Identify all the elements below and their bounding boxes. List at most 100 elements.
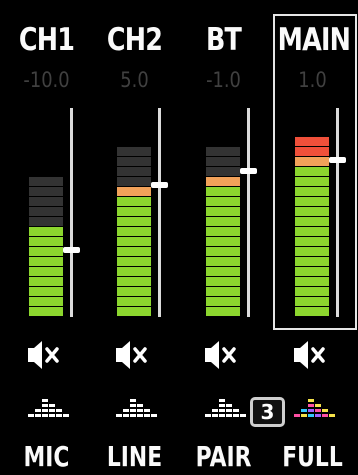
meter-segment bbox=[206, 257, 240, 266]
meter-segment bbox=[206, 187, 240, 196]
meter-segment bbox=[295, 157, 329, 166]
channel-level: 1.0 bbox=[298, 68, 327, 92]
meter-segment bbox=[295, 287, 329, 296]
meter-segment bbox=[117, 207, 151, 216]
meter-segment bbox=[117, 307, 151, 316]
meter-segment bbox=[206, 307, 240, 316]
main-selection-frame bbox=[273, 14, 357, 330]
meter-segment bbox=[295, 217, 329, 226]
mute-icon[interactable] bbox=[181, 333, 266, 377]
meter-segment bbox=[295, 257, 329, 266]
meter-segment bbox=[117, 227, 151, 236]
mute-icon[interactable] bbox=[270, 333, 355, 377]
fader-track[interactable] bbox=[336, 108, 339, 317]
meter-segment bbox=[117, 267, 151, 276]
meter-segment bbox=[206, 267, 240, 276]
channel-name: BT bbox=[205, 22, 242, 58]
fader-track[interactable] bbox=[158, 108, 161, 317]
meter-segment bbox=[29, 297, 63, 306]
fader-knob[interactable] bbox=[151, 182, 168, 189]
meter-segment bbox=[295, 177, 329, 186]
meter-segment bbox=[295, 277, 329, 286]
meter-segment bbox=[29, 187, 63, 196]
meter-segment bbox=[295, 147, 329, 156]
meter-segment bbox=[117, 197, 151, 206]
meter-segment bbox=[206, 287, 240, 296]
meter-segment bbox=[29, 267, 63, 276]
channel-level: 5.0 bbox=[120, 68, 149, 92]
meter-segment bbox=[29, 287, 63, 296]
meter-segment bbox=[117, 167, 151, 176]
meter-segment bbox=[206, 197, 240, 206]
meter-segment bbox=[206, 207, 240, 216]
channel-strip-main[interactable]: MAIN 1.0 FULL bbox=[270, 0, 355, 475]
meter-segment bbox=[29, 177, 63, 186]
meter-segment bbox=[206, 167, 240, 176]
meter-segment bbox=[206, 277, 240, 286]
eq-icon[interactable] bbox=[181, 393, 266, 423]
meter-segment bbox=[117, 257, 151, 266]
meter-segment bbox=[295, 227, 329, 236]
meter-segment bbox=[295, 247, 329, 256]
meter-segment bbox=[295, 137, 329, 146]
fader-track[interactable] bbox=[247, 108, 250, 317]
eq-icon[interactable] bbox=[92, 393, 177, 423]
meter-segment bbox=[206, 227, 240, 236]
meter-segment bbox=[29, 247, 63, 256]
fader-knob[interactable] bbox=[240, 167, 257, 174]
meter-segment bbox=[206, 247, 240, 256]
meter-segment bbox=[295, 197, 329, 206]
fader-track[interactable] bbox=[70, 108, 73, 317]
meter-segment bbox=[29, 307, 63, 316]
meter-segment bbox=[295, 297, 329, 306]
fader-knob[interactable] bbox=[63, 247, 80, 254]
meter-segment bbox=[206, 177, 240, 186]
meter-segment bbox=[29, 257, 63, 266]
channel-strip-bt[interactable]: BT -1.0 PAIR bbox=[181, 0, 266, 475]
meter-segment bbox=[206, 237, 240, 246]
meter-segment bbox=[117, 277, 151, 286]
meter-segment bbox=[295, 307, 329, 316]
meter-segment bbox=[29, 237, 63, 246]
meter-segment bbox=[117, 177, 151, 186]
meter-segment bbox=[117, 287, 151, 296]
mute-icon[interactable] bbox=[92, 333, 177, 377]
meter-segment bbox=[117, 297, 151, 306]
meter-segment bbox=[29, 227, 63, 236]
meter-segment bbox=[295, 187, 329, 196]
meter-segment bbox=[117, 217, 151, 226]
meter-segment bbox=[295, 207, 329, 216]
meter-segment bbox=[29, 197, 63, 206]
meter-segment bbox=[206, 157, 240, 166]
meter-segment bbox=[117, 187, 151, 196]
fader-knob[interactable] bbox=[329, 157, 346, 164]
meter-segment bbox=[206, 297, 240, 306]
source-label[interactable]: FULL bbox=[282, 440, 343, 473]
step-badge: 3 bbox=[250, 397, 285, 427]
meter-segment bbox=[295, 167, 329, 176]
source-label[interactable]: PAIR bbox=[195, 440, 252, 473]
channel-strip-ch1[interactable]: CH1 -10.0 MIC bbox=[4, 0, 89, 475]
channel-level: -10.0 bbox=[23, 68, 70, 92]
source-label[interactable]: LINE bbox=[106, 440, 163, 473]
meter-segment bbox=[117, 147, 151, 156]
meter-segment bbox=[29, 207, 63, 216]
channel-strip-ch2[interactable]: CH2 5.0 LINE bbox=[92, 0, 177, 475]
meter-segment bbox=[206, 217, 240, 226]
meter-segment bbox=[117, 157, 151, 166]
meter-segment bbox=[29, 277, 63, 286]
mute-icon[interactable] bbox=[4, 333, 89, 377]
meter-segment bbox=[117, 247, 151, 256]
eq-icon[interactable] bbox=[4, 393, 89, 423]
meter-segment bbox=[295, 267, 329, 276]
meter-segment bbox=[29, 217, 63, 226]
eq-icon[interactable] bbox=[270, 393, 355, 423]
channel-level: -1.0 bbox=[206, 68, 241, 92]
meter-segment bbox=[117, 237, 151, 246]
channel-name: CH1 bbox=[18, 22, 75, 58]
meter-segment bbox=[206, 147, 240, 156]
meter-segment bbox=[295, 237, 329, 246]
source-label[interactable]: MIC bbox=[23, 440, 70, 473]
channel-name: MAIN bbox=[277, 22, 351, 58]
channel-name: CH2 bbox=[106, 22, 163, 58]
